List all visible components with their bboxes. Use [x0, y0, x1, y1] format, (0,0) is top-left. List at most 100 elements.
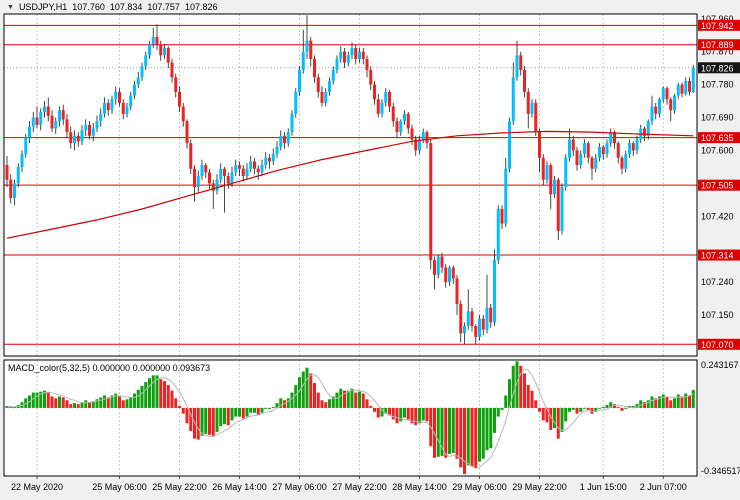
- candle-bear: [316, 77, 320, 92]
- candle-bear: [474, 326, 478, 337]
- moving-average-line[interactable]: [6, 130, 694, 239]
- macd-bar-up: [219, 407, 223, 427]
- candle-bull: [673, 95, 676, 111]
- candle-bull: [200, 165, 204, 177]
- macd-bar-up: [298, 377, 301, 408]
- macd-bar-down: [309, 373, 313, 408]
- macd-bar-down: [530, 390, 534, 408]
- candle-bear: [680, 84, 684, 94]
- candle-bull: [133, 84, 136, 96]
- candle-bear: [534, 102, 538, 133]
- candle-bull: [163, 48, 166, 56]
- macd-bar-down: [118, 396, 121, 408]
- candle-bull: [624, 154, 628, 169]
- candle-bear: [410, 128, 414, 140]
- candle-bull: [31, 117, 35, 127]
- candle-bull: [650, 106, 654, 122]
- macd-bar-down: [620, 407, 624, 411]
- price-level-lines[interactable]: [4, 24, 697, 345]
- macd-bar-up: [328, 399, 331, 408]
- candles-layer[interactable]: [5, 15, 695, 345]
- candle-bear: [204, 165, 208, 173]
- macd-bar-up: [661, 394, 665, 408]
- macd-bar-up: [24, 398, 28, 408]
- candle-bull: [358, 51, 361, 59]
- macd-bar-up: [129, 397, 133, 408]
- macd-bar-up: [481, 407, 485, 459]
- macd-bar-up: [271, 406, 275, 408]
- candle-bear: [620, 157, 624, 169]
- macd-bar-down: [343, 390, 346, 408]
- candle-bull: [331, 69, 335, 81]
- macd-bar-up: [80, 402, 84, 408]
- time-axis-label: 27 May 06:00: [272, 482, 327, 492]
- time-axis-label: 25 May 22:00: [152, 482, 207, 492]
- candle-bear: [313, 58, 316, 78]
- macd-bar-up: [478, 407, 481, 462]
- price-level-badge-label: 107.635: [701, 133, 734, 143]
- candle-bear: [481, 318, 485, 330]
- macd-bar-up: [673, 398, 676, 408]
- macd-bar-up: [350, 388, 354, 408]
- candle-bull: [530, 102, 534, 114]
- price-axis-label: 107.150: [701, 310, 734, 320]
- macd-bar-down: [455, 407, 459, 459]
- candle-bear: [76, 135, 80, 142]
- macd-bar-down: [613, 404, 616, 408]
- candle-bull: [583, 143, 586, 155]
- candle-bull: [73, 135, 76, 144]
- macd-bar-down: [654, 398, 658, 408]
- candle-bear: [170, 62, 174, 78]
- macd-bar-up: [275, 403, 279, 408]
- price-level-badge-label: 107.070: [701, 340, 734, 350]
- candle-bear: [320, 91, 324, 103]
- candle-bear: [35, 117, 39, 125]
- price-axis: 107.960 107.870 107.780 107.690 107.600 107.4…: [698, 14, 740, 350]
- macd-bar-down: [106, 397, 110, 408]
- candle-bull: [511, 77, 515, 122]
- candle-bear: [654, 106, 658, 114]
- candle-bear: [50, 115, 54, 129]
- macd-bar-up: [301, 371, 305, 408]
- macd-bar-down: [526, 384, 530, 408]
- macd-bar-up: [249, 407, 253, 413]
- macd-axis-label: -0.346517: [701, 466, 740, 476]
- candle-bear: [369, 69, 373, 85]
- candle-bull: [676, 84, 680, 96]
- candle-bear: [69, 132, 73, 144]
- macd-bar-down: [474, 407, 478, 469]
- macd-bar-up: [650, 396, 654, 408]
- macd-bar-down: [590, 407, 594, 414]
- macd-bar-up: [485, 407, 489, 451]
- candle-bear: [455, 278, 459, 305]
- macd-panel-bg[interactable]: [4, 360, 697, 476]
- candle-bull: [54, 121, 58, 129]
- macd-bar-up: [440, 407, 444, 456]
- macd-bar-up: [268, 407, 271, 409]
- candle-bull: [230, 172, 234, 184]
- macd-bar-down: [425, 407, 429, 422]
- macd-bar-up: [204, 407, 208, 434]
- macd-bar-up: [305, 367, 309, 408]
- macd-bar-up: [609, 402, 613, 408]
- time-axis-label: 25 May 06:00: [92, 482, 147, 492]
- price-level-badge: [698, 179, 740, 191]
- macd-bar-up: [553, 407, 556, 429]
- macd-bar-up: [230, 407, 234, 421]
- candle-bear: [433, 260, 436, 275]
- macd-bar-up: [346, 390, 350, 408]
- macd-bar-down: [46, 392, 50, 408]
- macd-bar-up: [496, 407, 500, 417]
- candle-bull: [264, 157, 268, 166]
- macd-bar-up: [238, 407, 241, 417]
- candle-bull: [418, 139, 421, 151]
- time-axis-label: 29 May 22:00: [512, 482, 567, 492]
- candle-bull: [58, 110, 61, 122]
- candle-bear: [470, 311, 474, 327]
- price-level-badge: [698, 132, 740, 144]
- macd-bar-up: [511, 365, 515, 408]
- candle-bull: [448, 267, 451, 283]
- macd-bar-up: [114, 393, 118, 408]
- candle-bull: [249, 161, 253, 169]
